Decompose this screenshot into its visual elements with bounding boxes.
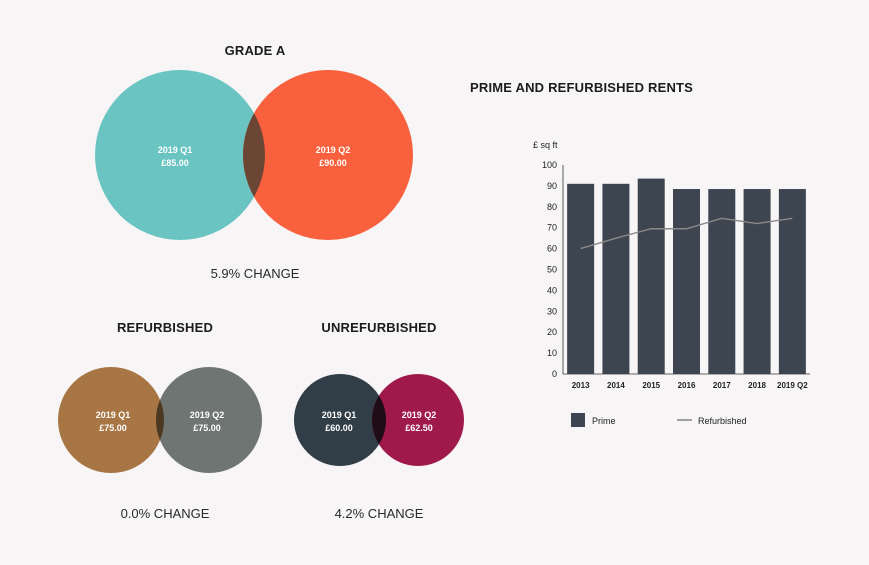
bar-prime <box>708 189 736 374</box>
y-tick-label: 80 <box>547 202 557 212</box>
legend-prime-swatch <box>571 413 585 427</box>
venn-grade-a-left-circle <box>95 70 265 240</box>
venn-title-unrefurbished: UNREFURBISHED <box>321 320 437 335</box>
venn-refurbished-right-value: £75.00 <box>193 423 221 433</box>
venn-grade-a-right-value: £90.00 <box>319 158 347 168</box>
y-tick-label: 40 <box>547 285 557 295</box>
venn-change-unrefurbished: 4.2% CHANGE <box>334 506 424 521</box>
y-axis-title: £ sq ft <box>533 140 558 150</box>
x-tick-label: 2016 <box>678 381 696 390</box>
venn-grade-a: 2019 Q1 £85.00 2019 Q2 £90.00 <box>95 70 413 240</box>
legend: Prime Refurbished <box>571 413 747 427</box>
legend-prime-label: Prime <box>592 416 616 426</box>
venn-refurbished-right-period: 2019 Q2 <box>190 410 225 420</box>
refurbished-line <box>580 217 793 250</box>
venn-refurbished-right-circle <box>156 367 262 473</box>
y-tick-label: 100 <box>542 160 557 170</box>
venn-grade-a-left-value: £85.00 <box>161 158 189 168</box>
venn-unrefurbished-right-circle <box>372 374 464 466</box>
bar-prime <box>567 183 595 374</box>
bar-prime <box>602 183 630 374</box>
bars <box>567 178 806 374</box>
venn-refurbished: 2019 Q1 £75.00 2019 Q2 £75.00 <box>58 367 262 473</box>
x-tick-label: 2018 <box>748 381 766 390</box>
bar-prime <box>743 189 771 374</box>
y-tick-label: 0 <box>552 369 557 379</box>
y-tick-label: 50 <box>547 265 557 275</box>
x-tick-label: 2015 <box>642 381 660 390</box>
x-axis-labels: 2013 2014 2015 2016 2017 2018 2019 Q2 <box>572 381 809 390</box>
bar-prime <box>637 178 665 374</box>
venn-unrefurbished-right-period: 2019 Q2 <box>402 410 437 420</box>
venn-grade-a-right-circle <box>243 70 413 240</box>
bar-prime <box>778 189 806 374</box>
venn-change-grade-a: 5.9% CHANGE <box>210 266 300 281</box>
venn-grade-a-right-period: 2019 Q2 <box>316 145 351 155</box>
y-tick-label: 70 <box>547 223 557 233</box>
y-tick-label: 10 <box>547 348 557 358</box>
y-tick-label: 90 <box>547 181 557 191</box>
y-tick-label: 30 <box>547 306 557 316</box>
x-tick-label: 2017 <box>713 381 731 390</box>
venn-unrefurbished-left-circle <box>294 374 386 466</box>
venn-unrefurbished: 2019 Q1 £60.00 2019 Q2 £62.50 <box>294 374 464 466</box>
x-tick-label: 2019 Q2 <box>777 381 808 390</box>
y-tick-label: 20 <box>547 327 557 337</box>
venn-unrefurbished-left-period: 2019 Q1 <box>322 410 357 420</box>
venn-refurbished-left-circle <box>58 367 164 473</box>
venn-unrefurbished-right-value: £62.50 <box>405 423 433 433</box>
venn-title-grade-a: GRADE A <box>224 43 286 58</box>
chart-title: PRIME AND REFURBISHED RENTS <box>470 80 694 95</box>
venn-refurbished-left-period: 2019 Q1 <box>96 410 131 420</box>
venn-title-refurbished: REFURBISHED <box>116 320 214 335</box>
venn-refurbished-left-value: £75.00 <box>99 423 127 433</box>
venn-grade-a-left-period: 2019 Q1 <box>158 145 193 155</box>
venn-unrefurbished-left-value: £60.00 <box>325 423 353 433</box>
bar-prime <box>673 189 700 374</box>
x-tick-label: 2014 <box>607 381 625 390</box>
y-tick-label: 60 <box>547 244 557 254</box>
venn-change-refurbished: 0.0% CHANGE <box>120 506 210 521</box>
legend-refurbished-label: Refurbished <box>698 416 747 426</box>
x-tick-label: 2013 <box>572 381 590 390</box>
